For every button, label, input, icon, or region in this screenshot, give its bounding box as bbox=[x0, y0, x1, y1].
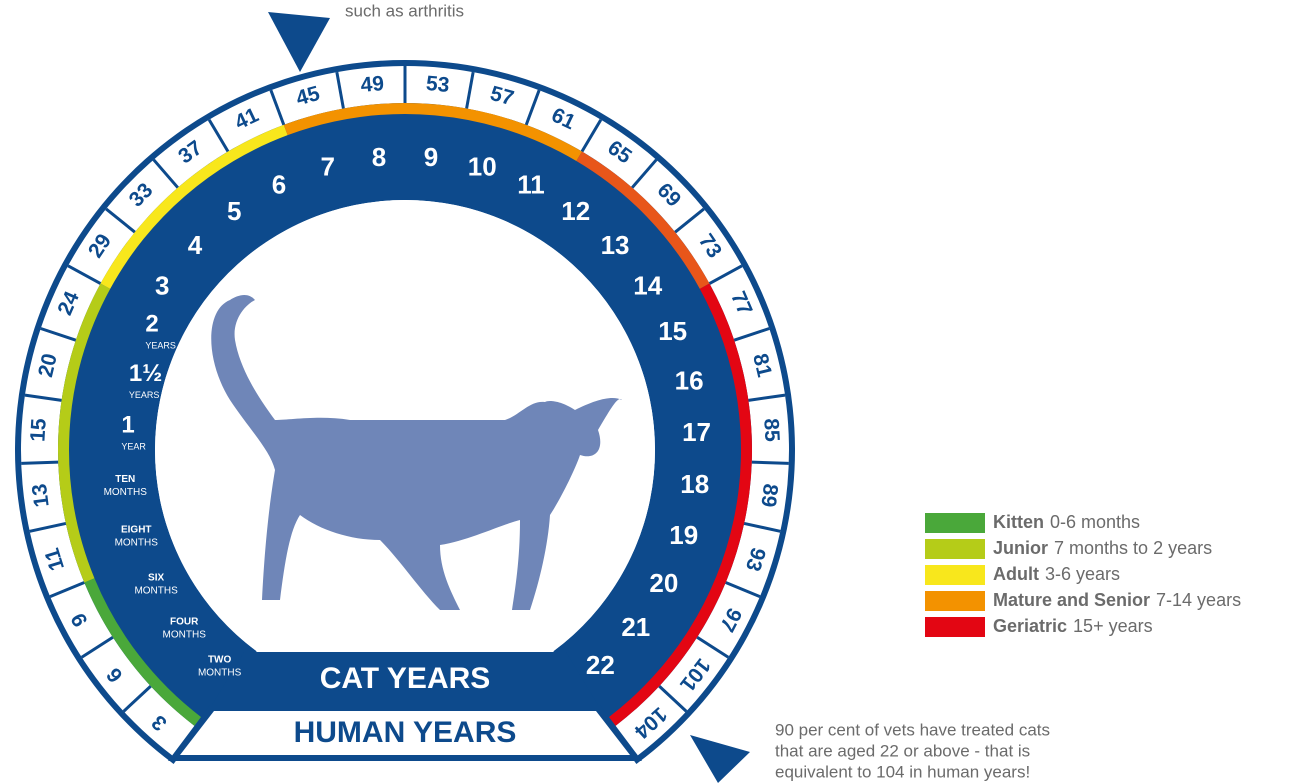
human-year: 89 bbox=[756, 482, 782, 508]
cat-year: 11 bbox=[517, 169, 545, 199]
pointer-arrow bbox=[268, 12, 330, 72]
legend-range: 7 months to 2 years bbox=[1054, 538, 1212, 558]
legend-name: Geriatric bbox=[993, 616, 1067, 636]
cat-year: 18 bbox=[680, 469, 709, 499]
legend-name: Junior bbox=[993, 538, 1048, 558]
cat-year: 22 bbox=[586, 650, 615, 680]
legend-label: Geriatric 15+ years bbox=[993, 616, 1153, 636]
cat-year: 4 bbox=[188, 230, 203, 260]
cat-year-unit: MONTHS bbox=[163, 630, 207, 641]
cat-year: 19 bbox=[669, 520, 698, 550]
cat-year: 7 bbox=[321, 151, 335, 181]
legend-label: Adult 3-6 years bbox=[993, 564, 1120, 584]
cat-year: 13 bbox=[601, 230, 630, 260]
legend-name: Mature and Senior bbox=[993, 590, 1150, 610]
human-years-label: HUMAN YEARS bbox=[294, 716, 517, 749]
bottom-annotation: 90 per cent of vets have treated cats bbox=[775, 720, 1050, 739]
legend-swatch bbox=[925, 513, 985, 533]
cat-year-unit: MONTHS bbox=[104, 487, 148, 498]
human-year: 85 bbox=[759, 418, 783, 443]
cat-year: 6 bbox=[272, 169, 286, 199]
cat-year: TWO bbox=[208, 655, 232, 666]
cat-year: TEN bbox=[115, 474, 135, 485]
divider bbox=[21, 462, 58, 463]
cat-age-infographic: such as arthritis CAT YEARS HUMAN YEARS 3 6… bbox=[0, 0, 1305, 783]
cat-year-unit: YEARS bbox=[129, 390, 160, 400]
human-year: 49 bbox=[360, 72, 385, 97]
legend-range: 7-14 years bbox=[1156, 590, 1241, 610]
cat-year: 16 bbox=[675, 366, 704, 396]
bottom-annotation: equivalent to 104 in human years! bbox=[775, 762, 1030, 781]
cat-year-unit: YEARS bbox=[145, 341, 176, 351]
human-year: 53 bbox=[425, 72, 450, 97]
legend-range: 3-6 years bbox=[1045, 564, 1120, 584]
cat-year: EIGHT bbox=[121, 525, 152, 536]
cat-year: 12 bbox=[561, 196, 590, 226]
cat-year: 8 bbox=[372, 142, 386, 172]
top-annotation: such as arthritis bbox=[345, 1, 464, 20]
cat-year: 1½ bbox=[129, 360, 162, 387]
cat-year-unit: YEAR bbox=[121, 442, 146, 452]
legend-label: Mature and Senior 7-14 years bbox=[993, 590, 1241, 610]
bottom-annotation: that are aged 22 or above - that is bbox=[775, 741, 1030, 760]
cat-year: FOUR bbox=[170, 617, 199, 628]
legend-swatch bbox=[925, 565, 985, 585]
cat-year: 14 bbox=[633, 271, 662, 301]
cat-year: 5 bbox=[227, 196, 241, 226]
legend-swatch bbox=[925, 539, 985, 559]
pointer-arrow bbox=[690, 735, 750, 783]
legend-range: 0-6 months bbox=[1050, 512, 1140, 532]
cat-year: SIX bbox=[148, 573, 164, 584]
legend-name: Adult bbox=[993, 564, 1039, 584]
cat-year: 2 bbox=[145, 311, 158, 338]
legend-label: Junior 7 months to 2 years bbox=[993, 538, 1212, 558]
cat-year: 21 bbox=[621, 612, 650, 642]
legend-swatch bbox=[925, 617, 985, 637]
divider bbox=[752, 462, 789, 463]
cat-year: 9 bbox=[424, 142, 438, 172]
cat-year-unit: MONTHS bbox=[198, 668, 242, 679]
legend-name: Kitten bbox=[993, 512, 1044, 532]
cat-year: 17 bbox=[682, 417, 711, 447]
cat-year: 1 bbox=[121, 411, 134, 438]
cat-year-unit: MONTHS bbox=[115, 538, 159, 549]
cat-years-label: CAT YEARS bbox=[320, 662, 491, 695]
legend-label: Kitten 0-6 months bbox=[993, 512, 1140, 532]
human-year: 13 bbox=[28, 482, 54, 508]
cat-year-unit: MONTHS bbox=[134, 586, 178, 597]
cat-year: 3 bbox=[155, 271, 169, 301]
legend-swatch bbox=[925, 591, 985, 611]
cat-year: 10 bbox=[468, 151, 497, 181]
cat-year: 20 bbox=[649, 568, 678, 598]
human-year: 15 bbox=[26, 417, 50, 442]
cat-year: 15 bbox=[658, 316, 687, 346]
legend-range: 15+ years bbox=[1073, 616, 1153, 636]
